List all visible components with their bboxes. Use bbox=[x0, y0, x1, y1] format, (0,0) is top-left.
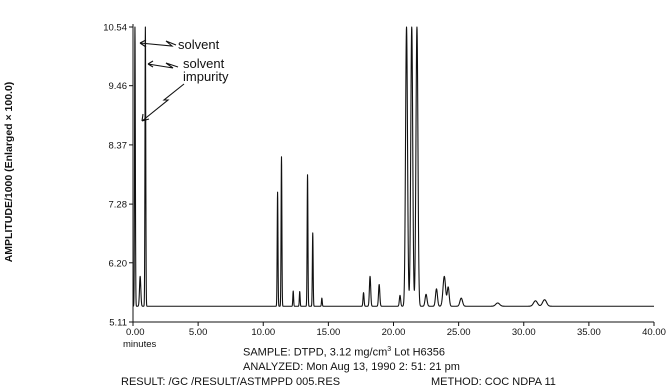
x-tick-group: 0.00 5.00 10.00 15.00 20.00 25.00 30.00 35.00 40… bbox=[123, 322, 666, 350]
sample-lot: Lot H6356 bbox=[391, 346, 445, 359]
result-caption: RESULT: /GC /RESULT/ASTMPPD 005.RES bbox=[121, 376, 341, 388]
x-tick-label: 15.00 bbox=[316, 327, 340, 338]
x-tick-label: 30.00 bbox=[512, 327, 536, 338]
sample-superscript: 3 bbox=[387, 346, 392, 353]
x-axis-label: minutes bbox=[123, 339, 157, 350]
y-tick-label: 9.46 bbox=[109, 81, 128, 92]
y-tick-group: 5.11 6.20 7.28 8.37 9.46 10.54 bbox=[103, 23, 133, 329]
x-tick-label: 20.00 bbox=[382, 327, 406, 338]
annotation-solvent-arrow-2 bbox=[147, 60, 179, 69]
y-tick-label: 5.11 bbox=[109, 318, 127, 329]
y-tick-label: 7.28 bbox=[109, 200, 128, 211]
annotation-impurity-label: impurity bbox=[183, 69, 229, 84]
x-tick-label: 40.00 bbox=[642, 327, 666, 338]
analyzed-caption: ANALYZED: Mon Aug 13, 1990 2: 51: 21 pm bbox=[243, 361, 460, 373]
x-tick-label: 10.00 bbox=[251, 327, 275, 338]
sample-caption: SAMPLE: DTPD, 3.12 mg/cm3 Lot H6356 bbox=[243, 346, 445, 359]
chromatogram-trace bbox=[132, 26, 655, 307]
annotation-solvent-impurity: solvent impurity bbox=[141, 56, 229, 122]
annotation-solvent-label: solvent bbox=[178, 37, 220, 52]
annotation-solvent: solvent bbox=[139, 37, 220, 52]
x-tick-label: 5.00 bbox=[189, 327, 208, 338]
y-tick-label: 10.54 bbox=[103, 23, 127, 34]
sample-text: SAMPLE: DTPD, 3.12 mg/cm bbox=[243, 346, 388, 359]
annotation-solvent-label-2: solvent bbox=[183, 56, 225, 71]
x-tick-label: 0.00 bbox=[126, 327, 145, 338]
annotation-solvent-arrow bbox=[139, 39, 177, 48]
x-tick-label: 35.00 bbox=[577, 327, 601, 338]
y-tick-label: 6.20 bbox=[109, 258, 128, 269]
x-tick-label: 25.00 bbox=[447, 327, 471, 338]
method-caption: METHOD: COC NDPA 11 bbox=[431, 376, 556, 388]
annotation-impurity-arrow bbox=[141, 83, 185, 122]
y-tick-label: 8.37 bbox=[109, 140, 128, 151]
y-axis-label: AMPLITUDE/1000 (Enlarged × 100.0) bbox=[3, 82, 15, 263]
